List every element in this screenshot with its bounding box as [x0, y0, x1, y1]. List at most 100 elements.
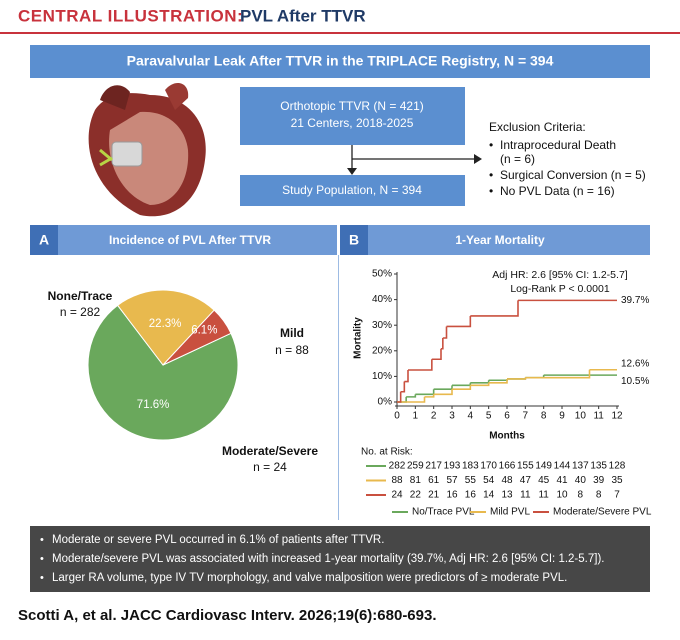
value-label: 6.1% — [191, 325, 217, 337]
exclusion: Surgical Conversion (n = 5) — [500, 168, 646, 182]
x-axis-label: Months — [489, 431, 525, 442]
km-step — [525, 369, 591, 379]
risk-count: 24 — [391, 490, 403, 501]
flow-box — [240, 175, 465, 206]
x-tick-label: 6 — [504, 411, 510, 422]
citation: Scotti A, et al. JACC Cardiovasc Interv.… — [18, 607, 437, 624]
risk-count: 57 — [446, 475, 458, 486]
risk-count: 81 — [410, 475, 422, 486]
x-tick-label: 8 — [541, 411, 547, 422]
banner — [30, 45, 650, 78]
risk-count: 88 — [391, 475, 403, 486]
bullet: • — [489, 138, 493, 152]
bullet: • — [40, 534, 44, 546]
risk-count: 11 — [520, 490, 531, 501]
km-step — [442, 326, 448, 339]
risk-count: 183 — [462, 461, 479, 472]
risk-count: 55 — [465, 475, 477, 486]
x-tick-label: 12 — [611, 411, 623, 422]
risk-count: 144 — [554, 461, 571, 472]
pie-slice — [162, 309, 232, 366]
panel-header — [340, 225, 650, 255]
annotation: Log-Rank P < 0.0001 — [510, 283, 610, 295]
risk-count: 21 — [428, 490, 440, 501]
km-step — [433, 389, 453, 396]
risk-count: 40 — [575, 475, 587, 486]
risk-title: No. at Risk: — [361, 447, 413, 458]
summary-text: Larger RA volume, type IV TV morphology,… — [52, 572, 567, 584]
km-step — [441, 338, 444, 350]
risk-count: 217 — [425, 461, 442, 472]
y-tick-label: 40% — [372, 294, 392, 305]
summary-text: Moderate/severe PVL was associated with … — [52, 553, 604, 565]
risk-count: 11 — [538, 490, 549, 501]
km-step — [470, 382, 490, 387]
risk-count: 170 — [480, 461, 497, 472]
x-tick-label: 11 — [593, 411, 604, 422]
flow-text: Orthotopic TTVR (N = 421) — [280, 99, 424, 113]
y-tick-label: 30% — [372, 320, 392, 331]
km-step — [408, 359, 433, 371]
panel-title: Incidence of PVL After TTVR — [109, 233, 271, 247]
risk-count: 61 — [428, 475, 440, 486]
x-tick-label: 7 — [523, 411, 529, 422]
banner-text: Paravalvular Leak After TTVR in the TRIP… — [127, 53, 554, 69]
category-label: None/Trace — [48, 289, 113, 303]
y-axis-label: Mortality — [353, 317, 364, 359]
legend-label: Moderate/Severe PVL — [553, 507, 652, 518]
summary-box — [30, 526, 650, 592]
panel-letter: B — [349, 232, 359, 248]
value-label: 71.6% — [137, 399, 170, 411]
panel-title: 1-Year Mortality — [455, 233, 545, 247]
km-step — [470, 300, 519, 317]
risk-count: 166 — [499, 461, 516, 472]
risk-count: 155 — [517, 461, 534, 472]
risk-count: 7 — [614, 490, 620, 501]
end-label: 39.7% — [621, 295, 649, 306]
exclusion: No PVL Data (n = 16) — [500, 184, 615, 198]
flow-text: 21 Centers, 2018-2025 — [291, 116, 414, 130]
km-step — [488, 378, 508, 384]
km-step — [397, 391, 402, 403]
y-tick-label: 10% — [372, 371, 392, 382]
risk-count: 13 — [501, 490, 513, 501]
exclusion: (n = 6) — [500, 152, 535, 166]
risk-count: 8 — [596, 490, 602, 501]
bullet: • — [489, 184, 493, 198]
legend-label: No/Trace PVL — [412, 507, 475, 518]
category-label: Moderate/Severe — [222, 444, 318, 458]
x-tick-label: 3 — [449, 411, 455, 422]
bullet: • — [40, 572, 44, 584]
risk-count: 282 — [389, 461, 406, 472]
count-label: n = 88 — [275, 343, 309, 357]
risk-count: 48 — [501, 475, 513, 486]
risk-count: 16 — [446, 490, 458, 501]
risk-count: 10 — [556, 490, 568, 501]
bullet: • — [40, 553, 44, 565]
header-label: CENTRAL ILLUSTRATION: — [18, 6, 243, 25]
flow-box — [240, 87, 465, 145]
flow-arrow — [351, 145, 476, 170]
category-label: Mild — [280, 326, 304, 340]
y-tick-label: 0% — [378, 397, 393, 408]
x-tick-label: 2 — [431, 411, 437, 422]
end-label: 12.6% — [621, 358, 649, 369]
x-tick-label: 1 — [413, 411, 419, 422]
risk-count: 45 — [538, 475, 550, 486]
km-step — [406, 394, 417, 398]
risk-count: 39 — [593, 475, 605, 486]
risk-count: 47 — [520, 475, 532, 486]
summary-text: Moderate or severe PVL occurred in 6.1% … — [52, 534, 384, 546]
y-tick-label: 20% — [372, 345, 392, 356]
risk-count: 149 — [535, 461, 552, 472]
panel-letter: A — [39, 232, 49, 248]
risk-count: 135 — [590, 461, 607, 472]
km-step — [452, 385, 472, 390]
count-label: n = 282 — [60, 305, 101, 319]
risk-count: 128 — [609, 461, 626, 472]
flow-text: Study Population, N = 394 — [282, 183, 422, 197]
km-step — [400, 381, 406, 393]
legend-label: Mild PVL — [490, 507, 530, 518]
risk-count: 137 — [572, 461, 589, 472]
